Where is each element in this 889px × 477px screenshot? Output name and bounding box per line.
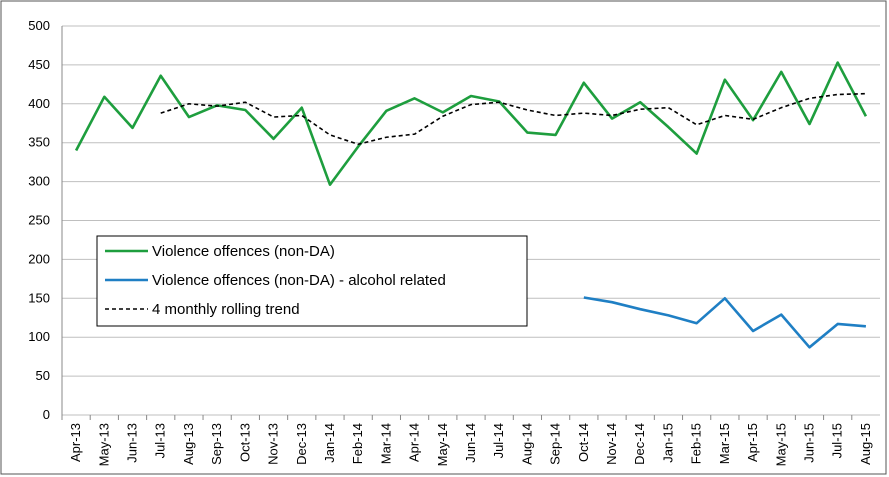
x-tick-label: Nov-13 [266, 423, 281, 465]
x-tick-label: Jun-13 [125, 423, 140, 463]
x-tick-label: Feb-14 [350, 423, 365, 464]
series-line [160, 92, 866, 146]
legend-label: Violence offences (non-DA) - alcohol rel… [152, 272, 446, 289]
x-tick-label: May-13 [96, 423, 111, 466]
y-tick-label: 100 [28, 329, 50, 344]
x-tick-label: Apr-13 [68, 423, 83, 462]
x-tick-label: Oct-13 [237, 423, 252, 462]
series-line [583, 296, 867, 349]
x-tick-label: Jan-14 [322, 423, 337, 463]
x-tick-label: Sep-14 [548, 423, 563, 465]
x-tick-label: Jul-15 [830, 423, 845, 458]
x-tick-label: Jun-14 [463, 423, 478, 463]
legend-label: 4 monthly rolling trend [152, 301, 300, 318]
x-tick-label: Sep-13 [209, 423, 224, 465]
y-tick-label: 50 [36, 368, 50, 383]
x-tick-label: Dec-14 [632, 423, 647, 465]
x-tick-label: Apr-14 [407, 423, 422, 462]
x-tick-label: Mar-14 [378, 423, 393, 464]
x-tick-label: May-15 [773, 423, 788, 466]
x-tick-label: Jul-13 [153, 423, 168, 458]
y-tick-label: 300 [28, 174, 50, 189]
y-tick-label: 450 [28, 57, 50, 72]
x-tick-label: Apr-15 [745, 423, 760, 462]
x-tick-label: Feb-15 [689, 423, 704, 464]
x-tick-label: Mar-15 [717, 423, 732, 464]
y-tick-label: 400 [28, 96, 50, 111]
x-tick-label: May-14 [435, 423, 450, 466]
x-tick-label: Aug-15 [858, 423, 873, 465]
x-tick-label: Jul-14 [491, 423, 506, 458]
legend-label: Violence offences (non-DA) [152, 243, 335, 260]
series-line [74, 61, 868, 187]
y-tick-label: 350 [28, 135, 50, 150]
x-tick-label: Dec-13 [294, 423, 309, 465]
x-tick-label: Nov-14 [604, 423, 619, 465]
x-tick-label: Aug-13 [181, 423, 196, 465]
y-tick-label: 0 [43, 407, 50, 422]
y-tick-label: 200 [28, 251, 50, 266]
y-tick-label: 150 [28, 290, 50, 305]
y-tick-label: 500 [28, 18, 50, 33]
y-tick-label: 250 [28, 213, 50, 228]
x-tick-label: Jan-15 [660, 423, 675, 463]
x-tick-label: Jun-15 [801, 423, 816, 463]
legend-box [96, 235, 528, 327]
x-tick-label: Aug-14 [519, 423, 534, 465]
x-tick-label: Oct-14 [576, 423, 591, 462]
